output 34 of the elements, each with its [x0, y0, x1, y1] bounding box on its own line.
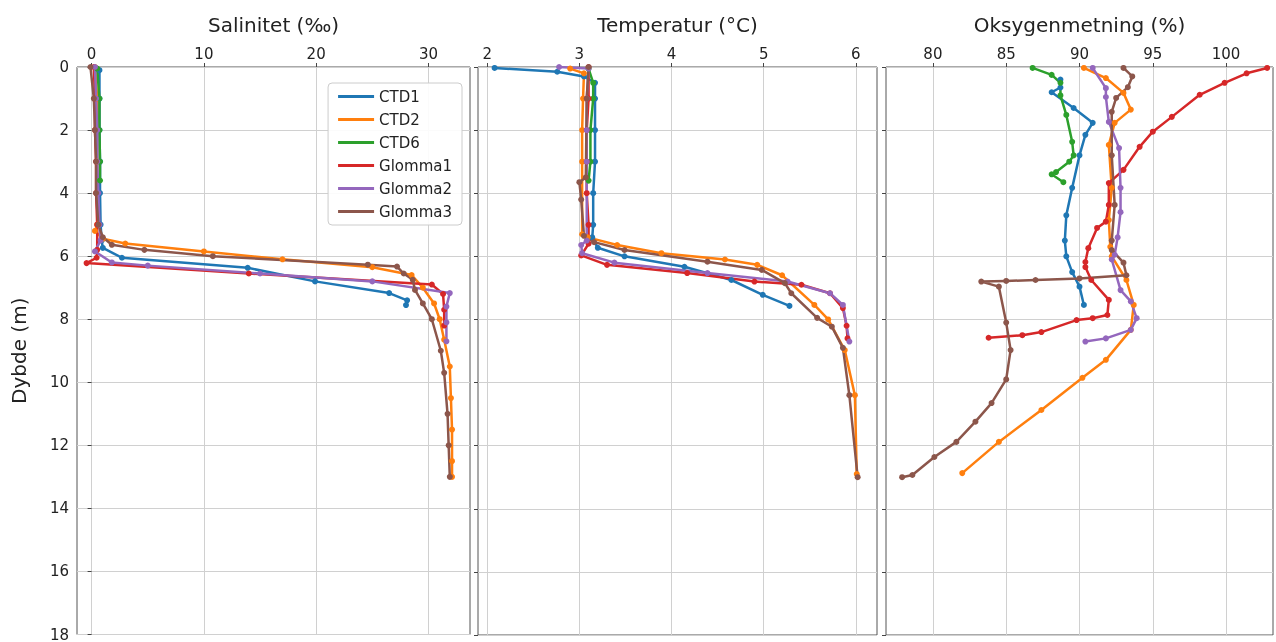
x-tick-label: 6: [851, 44, 861, 63]
y-tick-label: 10: [49, 373, 69, 392]
y-tick-label: 12: [49, 436, 69, 455]
y-tick-label: 0: [59, 58, 69, 76]
x-axis-title: Oksygenmetning (%): [973, 13, 1186, 37]
x-tick-label: 20: [306, 44, 326, 63]
x-tick-label: 30: [418, 44, 438, 63]
x-tick-label: 4: [666, 44, 677, 63]
legend-label: CTD2: [379, 110, 420, 129]
x-tick-label: 10: [194, 44, 214, 63]
legend-label: Glomma2: [379, 179, 453, 198]
y-tick-label: 8: [59, 310, 69, 329]
x-tick-label: 95: [1143, 44, 1163, 63]
legend-label: CTD6: [379, 133, 420, 152]
x-tick-label: 3: [574, 44, 585, 63]
x-tick-label: 0: [86, 44, 97, 63]
x-tick-label: 85: [996, 44, 1016, 63]
y-tick-label: 14: [49, 499, 69, 518]
y-tick-label: 16: [49, 562, 69, 581]
x-axis-title: Salinitet (‰): [207, 13, 340, 37]
y-tick-label: 2: [59, 121, 69, 140]
y-tick-label: 6: [59, 247, 69, 266]
y-tick-label: 18: [49, 625, 69, 642]
legend-label: Glomma3: [379, 202, 453, 221]
x-tick-label: 100: [1211, 44, 1241, 63]
y-tick-label: 4: [59, 184, 69, 203]
x-tick-label: 80: [923, 44, 943, 63]
y-axis-title: Dybde (m): [7, 297, 31, 404]
legend-label: Glomma1: [379, 156, 453, 175]
legend-label: CTD1: [379, 87, 420, 106]
x-tick-label: 5: [758, 44, 769, 63]
x-tick-label: 2: [482, 44, 492, 63]
x-axis-title: Temperatur (°C): [596, 13, 758, 37]
x-tick-label: 90: [1069, 44, 1090, 63]
